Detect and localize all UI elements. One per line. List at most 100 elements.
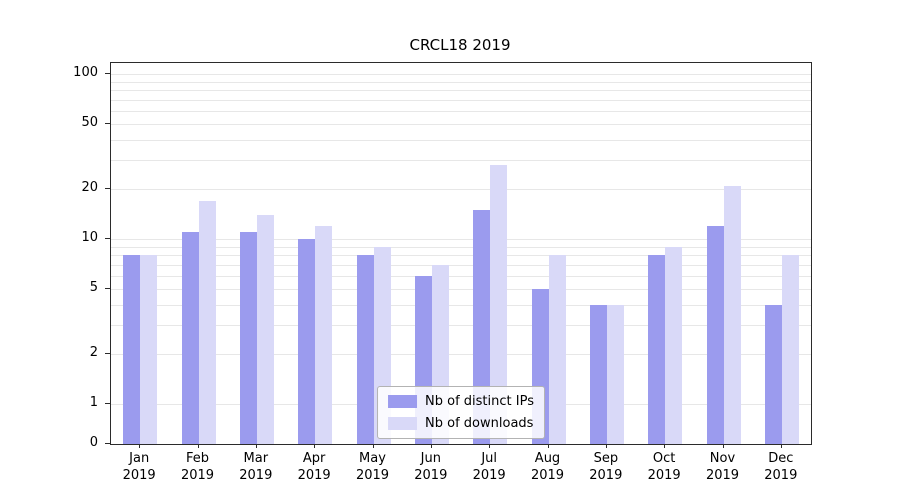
x-tick-label: May 2019 [343,450,401,484]
gridline [111,254,811,256]
x-tick-label: Apr 2019 [285,450,343,484]
x-tick-label-year: 2019 [355,468,390,483]
bar-downloads [490,165,508,444]
x-tick-label: Aug 2019 [518,450,576,484]
x-tick-label-year: 2019 [414,468,448,483]
x-tick-mark [430,444,432,448]
gridline [111,160,811,162]
y-tick-label: 50 [81,114,98,130]
x-tick-label: Jan 2019 [110,450,168,484]
bar-distinct-ips [239,232,257,444]
x-tick-mark [372,444,374,448]
bar-downloads [256,214,274,444]
gridline [111,123,811,125]
x-tick-label-year: 2019 [530,468,565,483]
x-tick-label-year: 2019 [122,468,156,483]
x-tick-mark [489,444,491,448]
gridline [111,99,811,101]
bar-distinct-ips [473,209,491,444]
bar-distinct-ips [764,304,782,444]
bar-distinct-ips [123,255,141,444]
x-tick-label: Nov 2019 [693,450,751,484]
gridline [111,304,811,306]
x-tick-mark [255,444,257,448]
x-tick-label-year: 2019 [764,468,798,483]
y-tick-label: 1 [89,395,98,410]
plot-area: Nb of distinct IPs Nb of downloads [110,62,812,445]
bar-downloads [198,200,216,444]
x-tick-mark [722,444,724,448]
y-tick-mark [105,287,110,289]
x-tick-label-year: 2019 [647,468,681,483]
x-tick-mark [780,444,782,448]
y-tick-label: 100 [73,65,98,80]
y-tick-mark [105,122,110,124]
y-tick-mark [105,403,110,404]
x-tick-label: Jun 2019 [402,450,460,484]
bar-distinct-ips [589,304,607,444]
x-tick-label-year: 2019 [180,468,215,483]
legend-label-downloads: Nb of downloads [425,416,534,431]
bar-distinct-ips [356,255,374,444]
bar-downloads [548,255,566,444]
gridline [111,189,811,191]
gridline [111,74,811,75]
x-tick-label-year: 2019 [705,468,740,483]
legend-item-distinct-ips: Nb of distinct IPs [388,394,534,409]
bar-downloads [606,304,624,444]
gridline [111,354,811,356]
y-tick-label: 10 [81,230,98,245]
y-tick-label: 2 [89,345,98,361]
x-tick-mark [314,444,316,448]
bar-distinct-ips [181,232,199,444]
bar-distinct-ips [298,239,316,444]
bar-distinct-ips [648,255,666,444]
gridline [111,81,811,83]
x-tick-label: Feb 2019 [168,450,226,484]
gridline [111,139,811,141]
x-tick-label: Mar 2019 [227,450,285,484]
y-tick-mark [105,443,110,444]
x-tick-label: Oct 2019 [635,450,693,484]
y-tick-mark [105,238,110,239]
x-tick-mark [547,444,549,448]
x-tick-mark [139,444,141,448]
x-tick-label: Sep 2019 [577,450,635,484]
y-tick-mark [105,353,110,355]
legend: Nb of distinct IPs Nb of downloads [377,386,545,439]
bar-downloads [140,255,158,444]
y-tick-mark [105,188,110,190]
gridline [111,110,811,112]
x-tick-mark [197,444,199,448]
bar-distinct-ips [706,225,724,444]
y-tick-label: 20 [81,180,98,196]
x-tick-label: Dec 2019 [752,450,810,484]
x-tick-label-year: 2019 [297,468,331,483]
chart-title: CRCL18 2019 [409,36,511,54]
x-tick-mark [605,444,607,448]
x-tick-label-year: 2019 [239,468,273,483]
legend-swatch-downloads-icon [388,417,418,430]
x-tick-mark [664,444,666,448]
bar-downloads [665,246,683,444]
y-tick-label: 0 [89,435,98,450]
gridline [111,275,811,277]
x-tick-label: Jul 2019 [460,450,518,484]
gridline [111,264,811,266]
gridline [111,89,811,91]
x-tick-label-year: 2019 [472,468,506,483]
gridline [111,246,811,248]
y-tick-mark [105,73,110,74]
gridline [111,239,811,240]
legend-swatch-distinct-ips-icon [388,395,418,408]
y-tick-label: 5 [89,279,98,295]
legend-label-distinct-ips: Nb of distinct IPs [425,394,534,409]
bar-downloads [315,225,333,444]
x-tick-label-year: 2019 [589,468,623,483]
gridline [111,325,811,327]
bar-downloads [723,185,741,444]
bar-downloads [781,255,799,444]
gridline [111,288,811,290]
legend-item-downloads: Nb of downloads [388,416,534,431]
